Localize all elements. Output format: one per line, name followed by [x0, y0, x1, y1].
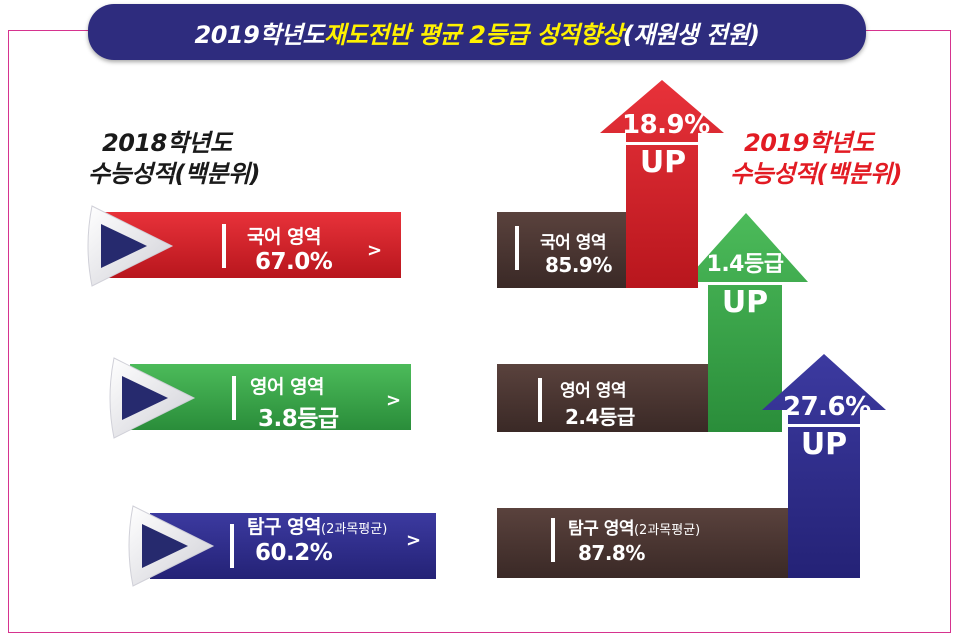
arrow-green-amount: 1.4등급: [706, 252, 784, 277]
heading-2018: 2018학년도 수능성적(백분위): [88, 128, 261, 190]
right-bar-3-note: (2과목평균): [633, 523, 701, 538]
left-bar-2-value: 3.8등급: [258, 406, 339, 432]
arrow-green: [497, 213, 808, 432]
heading-2019-year: 2019학년도: [744, 129, 874, 157]
heading-2018-year: 2018학년도: [102, 129, 232, 157]
heading-2018-sub: 수능성적(백분위): [88, 160, 261, 188]
right-bar-2-value: 2.4등급: [565, 405, 635, 429]
arrow-red-label: 18.9% UP: [622, 110, 710, 180]
left-bar-1-mark: [222, 224, 226, 268]
arrow-green-label: 1.4등급 UP: [704, 250, 786, 319]
title-suffix: (재원생 전원): [622, 20, 760, 49]
right-bar-1-value: 85.9%: [545, 253, 612, 277]
right-bar-2-subject: 영어 영역: [560, 381, 626, 401]
right-bar-3-subject: 탐구 영역: [568, 519, 634, 539]
title-highlight: 재도전반 평균 2등급 성적향상: [324, 20, 623, 49]
heading-2019-sub: 수능성적(백분위): [730, 160, 903, 188]
arrow-red-up: UP: [639, 144, 687, 180]
right-bar-3-value: 87.8%: [578, 541, 645, 565]
left-bar-1-subject: 국어 영역: [247, 226, 322, 248]
left-bar-3-subject: 탐구 영역: [247, 516, 322, 538]
left-bar-1-chevron: >: [367, 240, 383, 261]
arrow-blue: [497, 354, 886, 578]
arrow-red-divider: [626, 142, 700, 145]
right-bar-2-mark: [538, 378, 542, 422]
left-bar-3-mark: [230, 524, 234, 568]
arrow-blue-up: UP: [800, 426, 848, 462]
right-bar-3-mark: [551, 518, 555, 562]
arrow-red: [497, 80, 724, 288]
left-bar-3-chevron: >: [406, 530, 422, 551]
play-icon-3: [128, 505, 215, 587]
left-bar-2-chevron: >: [386, 390, 402, 411]
left-bar-3-note: (2과목평균): [321, 522, 388, 537]
left-bar-3-subject-wrap: 탐구 영역(2과목평균): [247, 512, 387, 539]
title-year: 2019학년도: [194, 20, 325, 49]
play-icon-1: [87, 205, 174, 287]
right-bar-1-mark: [515, 226, 519, 270]
arrow-blue-divider: [787, 424, 861, 427]
right-bar-3-subject-wrap: 탐구 영역(2과목평균): [568, 514, 700, 539]
left-bar-2-subject: 영어 영역: [250, 376, 325, 398]
left-bar-2-mark: [232, 376, 236, 420]
left-bar-3-value: 60.2%: [255, 540, 333, 566]
arrow-red-amount: 18.9%: [622, 110, 710, 140]
play-icon-2: [109, 357, 196, 439]
left-bar-1-value: 67.0%: [255, 249, 333, 275]
title-banner: 2019학년도 재도전반 평균 2등급 성적향상 (재원생 전원): [88, 4, 866, 60]
heading-2019: 2019학년도 수능성적(백분위): [730, 128, 903, 190]
arrow-green-up: UP: [721, 284, 769, 320]
right-bar-1-subject: 국어 영역: [540, 233, 606, 253]
arrow-blue-amount: 27.6%: [783, 392, 871, 422]
arrow-green-divider: [708, 282, 782, 285]
arrow-blue-label: 27.6% UP: [783, 392, 871, 462]
